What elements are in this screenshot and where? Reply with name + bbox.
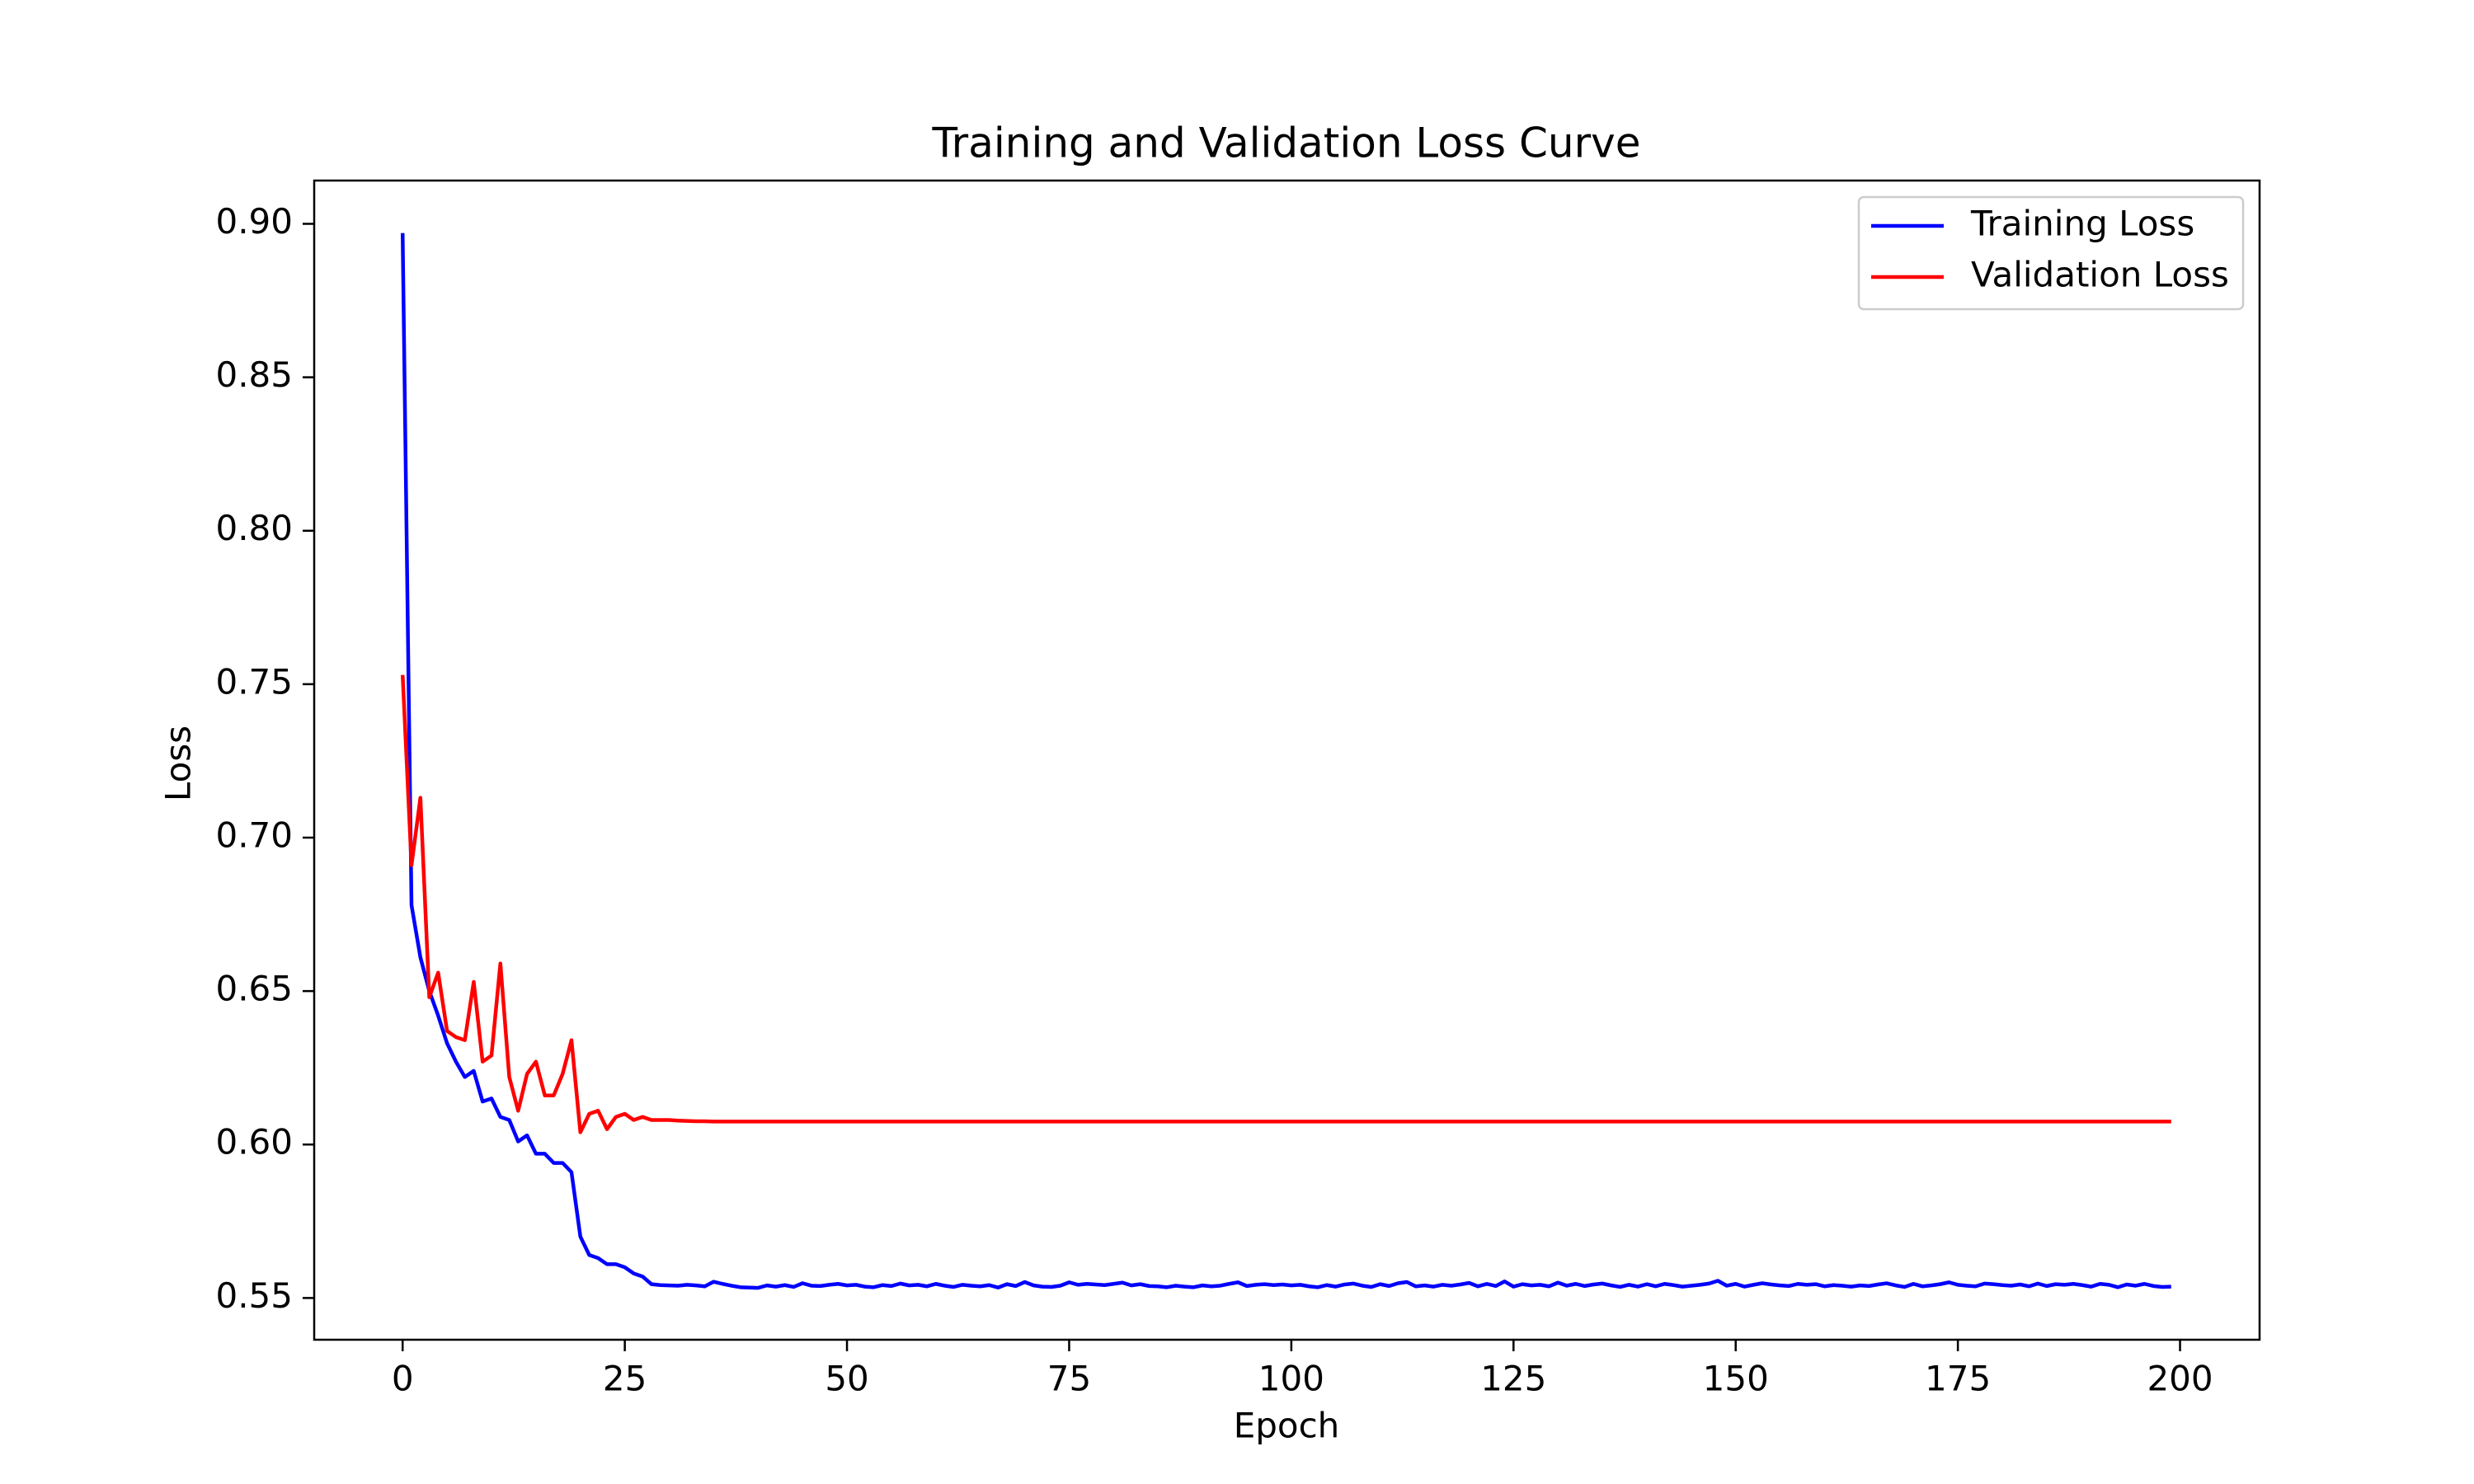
x-tick-label: 25 — [603, 1359, 647, 1399]
x-tick-label: 50 — [825, 1359, 868, 1399]
chart-title: Training and Validation Loss Curve — [931, 120, 1640, 167]
y-tick-label: 0.90 — [215, 201, 293, 242]
series-line — [400, 232, 2171, 1290]
y-tick-label: 0.65 — [215, 969, 293, 1009]
x-tick-label: 100 — [1258, 1359, 1324, 1399]
plot-frame — [313, 179, 2261, 1341]
x-tick-label: 125 — [1480, 1359, 1546, 1399]
x-tick-label: 75 — [1047, 1359, 1091, 1399]
series-line — [400, 674, 2171, 1134]
x-tick-label: 200 — [2147, 1359, 2213, 1399]
legend-box — [1857, 195, 2245, 311]
y-tick-label: 0.85 — [215, 355, 293, 395]
x-tick-label: 150 — [1703, 1359, 1769, 1399]
y-tick-label: 0.70 — [215, 815, 293, 855]
legend-label: Training Loss — [1970, 204, 2194, 244]
legend: Training Loss Validation Loss — [1857, 195, 2245, 311]
y-axis-label: Loss — [158, 726, 199, 801]
y-tick-label: 0.75 — [215, 661, 293, 702]
x-tick-label: 0 — [392, 1359, 414, 1399]
x-axis-label: Epoch — [1234, 1406, 1340, 1446]
y-tick-label: 0.80 — [215, 508, 293, 548]
x-tick-label: 175 — [1925, 1359, 1991, 1399]
y-tick-label: 0.60 — [215, 1122, 293, 1162]
y-tick-label: 0.55 — [215, 1275, 293, 1316]
legend-label: Validation Loss — [1971, 255, 2229, 295]
